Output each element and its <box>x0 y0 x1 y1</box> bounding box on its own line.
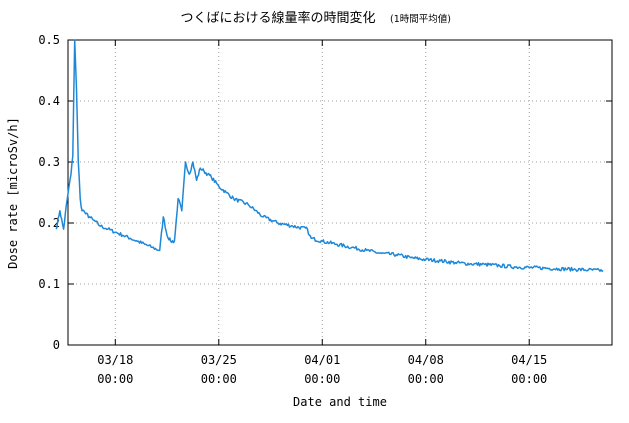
x-tick-label-date: 03/18 <box>97 353 133 367</box>
chart-title: つくばにおける線量率の時間変化 <box>180 10 375 26</box>
series-line <box>55 39 604 272</box>
y-tick-label: 0.2 <box>38 216 60 230</box>
plot-frame <box>67 39 613 346</box>
tick-labels: 0 0.1 0.2 0.3 0.4 0.5 03/18 00:00 03/25 00:00 04/0… <box>38 33 547 386</box>
x-tick-label-time: 00:00 <box>511 372 547 386</box>
x-tick-label-time: 00:00 <box>304 372 340 386</box>
grid <box>68 40 612 345</box>
x-tick-label-date: 04/01 <box>304 353 340 367</box>
y-tick-label: 0.4 <box>38 94 60 108</box>
axis-ticks <box>68 39 612 346</box>
y-tick-label: 0.3 <box>38 155 60 169</box>
y-tick-label: 0.1 <box>38 277 60 291</box>
chart-subtitle: (1時間平均値) <box>390 13 451 25</box>
x-axis-label: Date and time <box>293 395 387 409</box>
x-tick-label-date: 04/08 <box>408 353 444 367</box>
x-tick-label-date: 04/15 <box>511 353 547 367</box>
x-tick-label-time: 00:00 <box>408 372 444 386</box>
x-tick-label-time: 00:00 <box>201 372 237 386</box>
x-tick-label-time: 00:00 <box>97 372 133 386</box>
y-tick-label: 0.5 <box>38 33 60 47</box>
y-tick-label: 0 <box>53 338 60 352</box>
x-tick-label-date: 03/25 <box>201 353 237 367</box>
y-axis-label: Dose rate [microSv/h] <box>6 117 20 269</box>
